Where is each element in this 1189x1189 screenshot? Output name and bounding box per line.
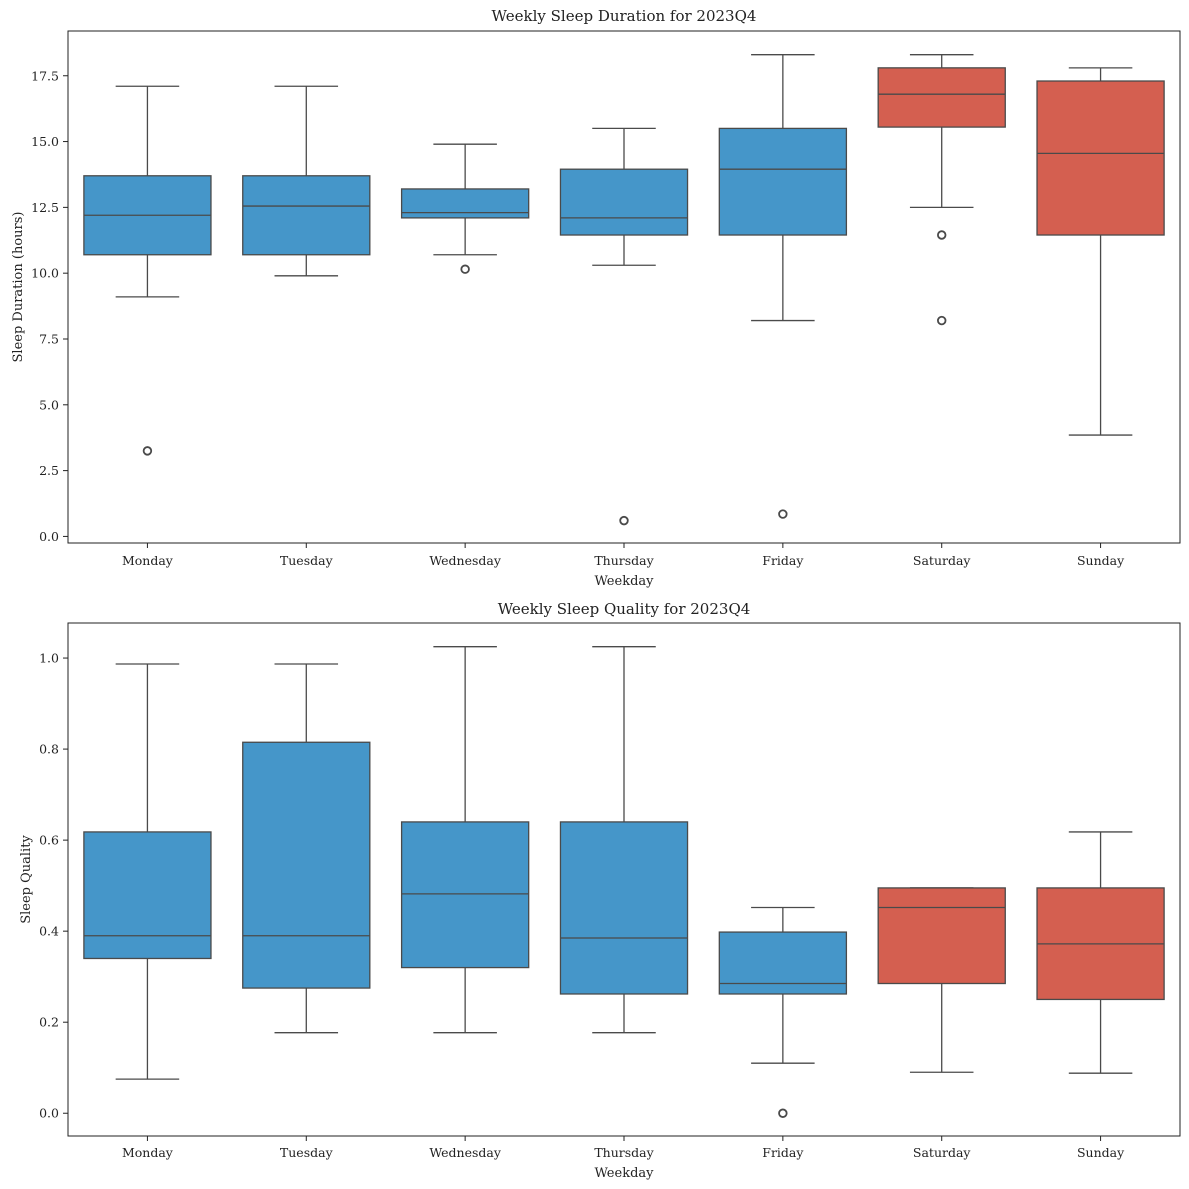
box-tuesday	[242, 663, 371, 1034]
x-tick-label: Monday	[122, 553, 174, 568]
iqr-box	[559, 168, 689, 236]
x-tick-label: Wednesday	[429, 1145, 502, 1160]
iqr-box	[400, 188, 530, 219]
iqr-box	[400, 821, 530, 969]
box-friday	[718, 906, 848, 1118]
y-axis-label: Sleep Quality	[19, 835, 34, 924]
y-tick-label: 0.8	[39, 742, 59, 757]
y-axis-label: Sleep Duration (hours)	[11, 212, 26, 363]
plot-frame	[67, 622, 1181, 1137]
x-tick-label: Thursday	[594, 553, 654, 568]
y-tick-label: 1.0	[39, 651, 59, 666]
iqr-box	[242, 741, 371, 989]
quality-chart-panel: Weekly Sleep Quality for 2023Q4 0.0 0.2 0.4…	[19, 600, 1181, 1181]
box-wednesday	[400, 143, 530, 274]
y-tick-label: 0.0	[39, 529, 59, 544]
x-tick-label: Thursday	[594, 1145, 654, 1160]
y-tick-label: 17.5	[31, 68, 59, 83]
x-tick-label: Sunday	[1077, 1145, 1125, 1160]
y-tick-label: 0.0	[39, 1106, 59, 1121]
x-tick-label: Tuesday	[280, 1145, 334, 1160]
iqr-box	[83, 831, 212, 960]
iqr-box	[242, 175, 371, 256]
iqr-box	[718, 931, 848, 995]
x-tick-label: Saturday	[913, 553, 972, 568]
box-sunday	[1036, 831, 1165, 1074]
plot-frame	[67, 30, 1181, 544]
box-wednesday	[400, 646, 530, 1034]
box-saturday	[877, 54, 1006, 326]
x-axis-label: Weekday	[595, 1166, 655, 1181]
outlier-point	[619, 515, 629, 526]
y-tick-label: 0.6	[39, 833, 59, 848]
y-tick-label: 0.2	[39, 1015, 59, 1030]
box-saturday	[877, 887, 1006, 1073]
x-tick-label: Wednesday	[429, 553, 502, 568]
x-tick-label: Tuesday	[280, 553, 334, 568]
y-tick-label: 5.0	[39, 397, 59, 412]
y-tick-label: 12.5	[31, 200, 59, 215]
quality-chart-title: Weekly Sleep Quality for 2023Q4	[498, 600, 751, 618]
outlier-point	[778, 1108, 788, 1118]
box-thursday	[559, 646, 689, 1034]
iqr-box	[877, 887, 1006, 985]
outlier-point	[937, 315, 947, 326]
x-tick-label: Sunday	[1077, 553, 1125, 568]
y-tick-label: 7.5	[39, 331, 59, 346]
x-tick-label: Monday	[122, 1145, 174, 1160]
outlier-point	[937, 230, 947, 240]
x-axis-label: Weekday	[595, 574, 655, 589]
x-tick-label: Friday	[762, 1145, 804, 1160]
iqr-box	[877, 67, 1006, 128]
outlier-point	[460, 264, 470, 274]
duration-chart-title: Weekly Sleep Duration for 2023Q4	[492, 7, 757, 25]
box-sunday	[1036, 67, 1165, 436]
box-monday	[83, 663, 212, 1080]
y-tick-label: 2.5	[39, 463, 59, 478]
x-tick-label: Saturday	[913, 1145, 972, 1160]
x-tick-label: Friday	[762, 553, 804, 568]
box-thursday	[559, 127, 689, 526]
y-tick-label: 15.0	[31, 134, 59, 149]
outlier-point	[778, 509, 788, 519]
iqr-box	[559, 821, 689, 995]
iqr-box	[1036, 80, 1165, 236]
box-monday	[83, 85, 212, 456]
iqr-box	[718, 127, 848, 236]
duration-chart-panel: Weekly Sleep Duration for 2023Q4 0.0 2.5 5.…	[11, 7, 1181, 589]
y-tick-label: 10.0	[31, 266, 59, 281]
y-tick-label: 0.4	[39, 924, 59, 939]
outlier-point	[142, 446, 153, 456]
box-friday	[718, 54, 848, 519]
box-tuesday	[242, 85, 371, 277]
